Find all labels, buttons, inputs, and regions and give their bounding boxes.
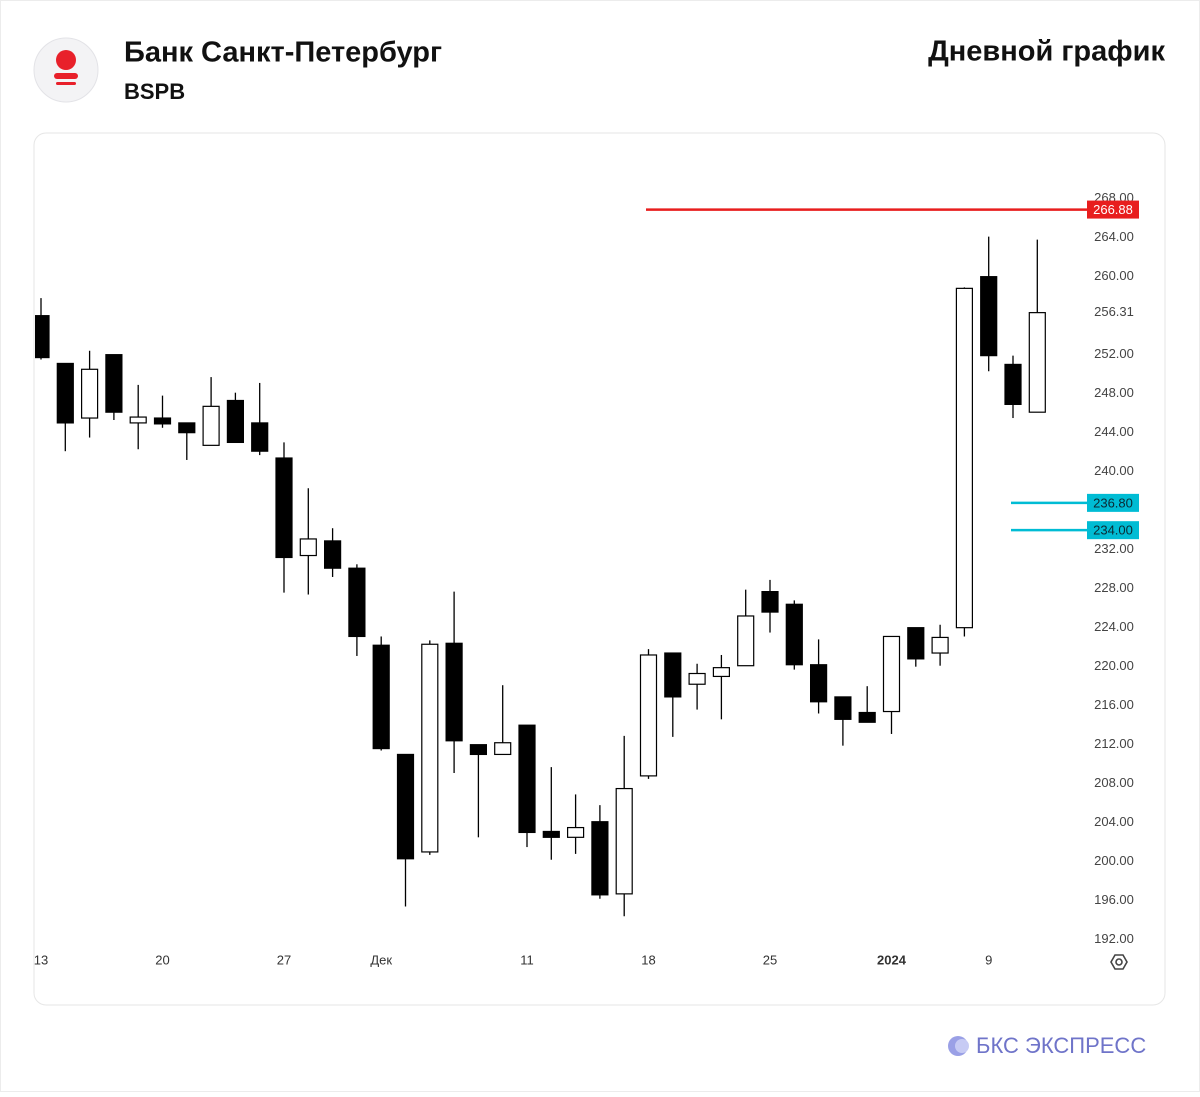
candle-body [688,672,706,685]
candle-body [566,826,585,838]
candle-body [761,591,779,613]
settings-icon[interactable] [1110,954,1128,970]
brand: БКС ЭКСПРЕСС [976,1033,1146,1058]
price-level-label: 234.00 [1093,523,1133,538]
candle-body [955,287,974,629]
candle-body [664,652,682,698]
candle-body [1028,312,1046,413]
price-level-badge [1087,521,1139,540]
candle-body [907,627,925,660]
brand-logo [948,1036,969,1056]
y-tick-label: 252.00 [1094,346,1134,361]
candle-body [396,753,415,860]
candle-body [639,654,658,777]
x-tick-label: 15 [1079,952,1093,967]
y-tick-label: 240.00 [1094,463,1134,478]
candle-body [737,615,755,667]
x-tick-label: 27 [277,952,291,967]
candle-body [105,354,123,413]
ticker: BSPB [124,79,185,104]
y-tick-label: 264.00 [1094,229,1134,244]
x-tick-label: 20 [155,952,169,967]
candle-body [153,417,172,425]
x-tick-label: 25 [763,952,777,967]
y-tick-label: 244.00 [1094,424,1134,439]
y-tick-label: 192.00 [1094,931,1134,946]
candle-body [858,711,876,723]
candle-body [348,567,366,638]
y-tick-label: 224.00 [1094,619,1134,634]
candle-body [299,538,317,557]
y-tick-label: 196.00 [1094,892,1134,907]
candle-body [615,787,633,895]
candle-body [980,276,998,357]
logo [33,37,99,103]
candle-body [324,540,342,569]
y-tick-label: 212.00 [1094,736,1134,751]
last-price-label: 256.31 [1094,304,1134,319]
chart-card [33,132,1166,1006]
candle-body [591,821,609,896]
x-tick-label: 13 [34,952,48,967]
y-tick-label: 216.00 [1094,697,1134,712]
candle-body [469,744,487,756]
y-tick-label: 232.00 [1094,541,1134,556]
x-tick-label: 9 [985,952,992,967]
x-tick-label: 11 [520,952,534,967]
candle-body [785,603,803,666]
candle-body [712,667,731,678]
y-tick-label: 200.00 [1094,853,1134,868]
candle-body [445,642,463,742]
y-tick-label: 260.00 [1094,268,1134,283]
x-tick-label: 18 [641,952,655,967]
price-level-label: 266.88 [1093,202,1133,217]
price-level-badge [1087,493,1139,512]
candle-body [372,644,390,750]
axes: 192.00 196.00 200.00 204.00 208.00 212.00 216.… [34,190,1139,967]
candle-body [518,724,536,834]
chart-title: Дневной график [928,36,1165,68]
candle-body [931,636,949,654]
candle-body [882,635,901,713]
price-level-badge [1087,200,1139,219]
candle-body [251,422,269,452]
y-tick-label: 208.00 [1094,775,1134,790]
candle-body [494,742,512,756]
candle-body [80,368,99,419]
candle-body [809,664,828,703]
candle-body [35,315,50,359]
x-tick-label: Дек [370,952,392,967]
candle-body [226,399,244,444]
candle-body [56,362,74,424]
y-tick-label: 204.00 [1094,814,1134,829]
price-level-label: 236.80 [1093,495,1133,510]
x-tick-label: 2024 [877,952,907,967]
y-tick-label: 228.00 [1094,580,1134,595]
y-tick-label: 220.00 [1094,658,1134,673]
candle-body [1004,363,1022,405]
candle-body [129,416,147,424]
candle-body [275,457,293,559]
y-tick-label: 248.00 [1094,385,1134,400]
candle-body [834,696,852,720]
candle-body [421,643,439,853]
candle-body [178,422,196,434]
candle-body [542,830,560,838]
candle-body [202,405,220,446]
plot [35,236,1046,917]
company-name: Банк Санкт-Петербург [124,37,442,69]
